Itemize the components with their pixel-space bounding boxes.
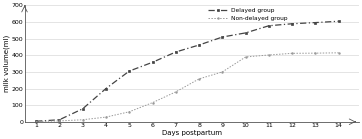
- Non-delayed group: [313, 52, 317, 54]
- Delayed group: [267, 25, 271, 27]
- Delayed group: [127, 70, 131, 72]
- Non-delayed group: [150, 102, 155, 103]
- Delayed group: [290, 23, 294, 25]
- Non-delayed group: [267, 54, 271, 56]
- Delayed group: [220, 36, 224, 38]
- Delayed group: [80, 108, 85, 110]
- Non-delayed group: [57, 120, 62, 122]
- Line: Delayed group: Delayed group: [35, 20, 340, 122]
- Non-delayed group: [80, 119, 85, 121]
- Non-delayed group: [34, 121, 38, 122]
- Delayed group: [104, 88, 108, 89]
- Non-delayed group: [337, 52, 341, 54]
- Delayed group: [150, 61, 155, 63]
- X-axis label: Days postpartum: Days postpartum: [161, 130, 222, 136]
- Non-delayed group: [244, 56, 248, 58]
- Non-delayed group: [174, 91, 178, 93]
- Non-delayed group: [104, 116, 108, 118]
- Legend: Delayed group, Non-delayed group: Delayed group, Non-delayed group: [208, 8, 287, 21]
- Non-delayed group: [197, 78, 201, 80]
- Delayed group: [244, 32, 248, 34]
- Delayed group: [57, 119, 62, 121]
- Delayed group: [174, 51, 178, 53]
- Delayed group: [313, 22, 317, 23]
- Delayed group: [197, 44, 201, 46]
- Y-axis label: milk volume(ml): milk volume(ml): [4, 35, 10, 92]
- Non-delayed group: [290, 53, 294, 54]
- Delayed group: [337, 20, 341, 22]
- Line: Non-delayed group: Non-delayed group: [35, 52, 340, 123]
- Delayed group: [34, 120, 38, 122]
- Non-delayed group: [127, 111, 131, 113]
- Non-delayed group: [220, 71, 224, 73]
